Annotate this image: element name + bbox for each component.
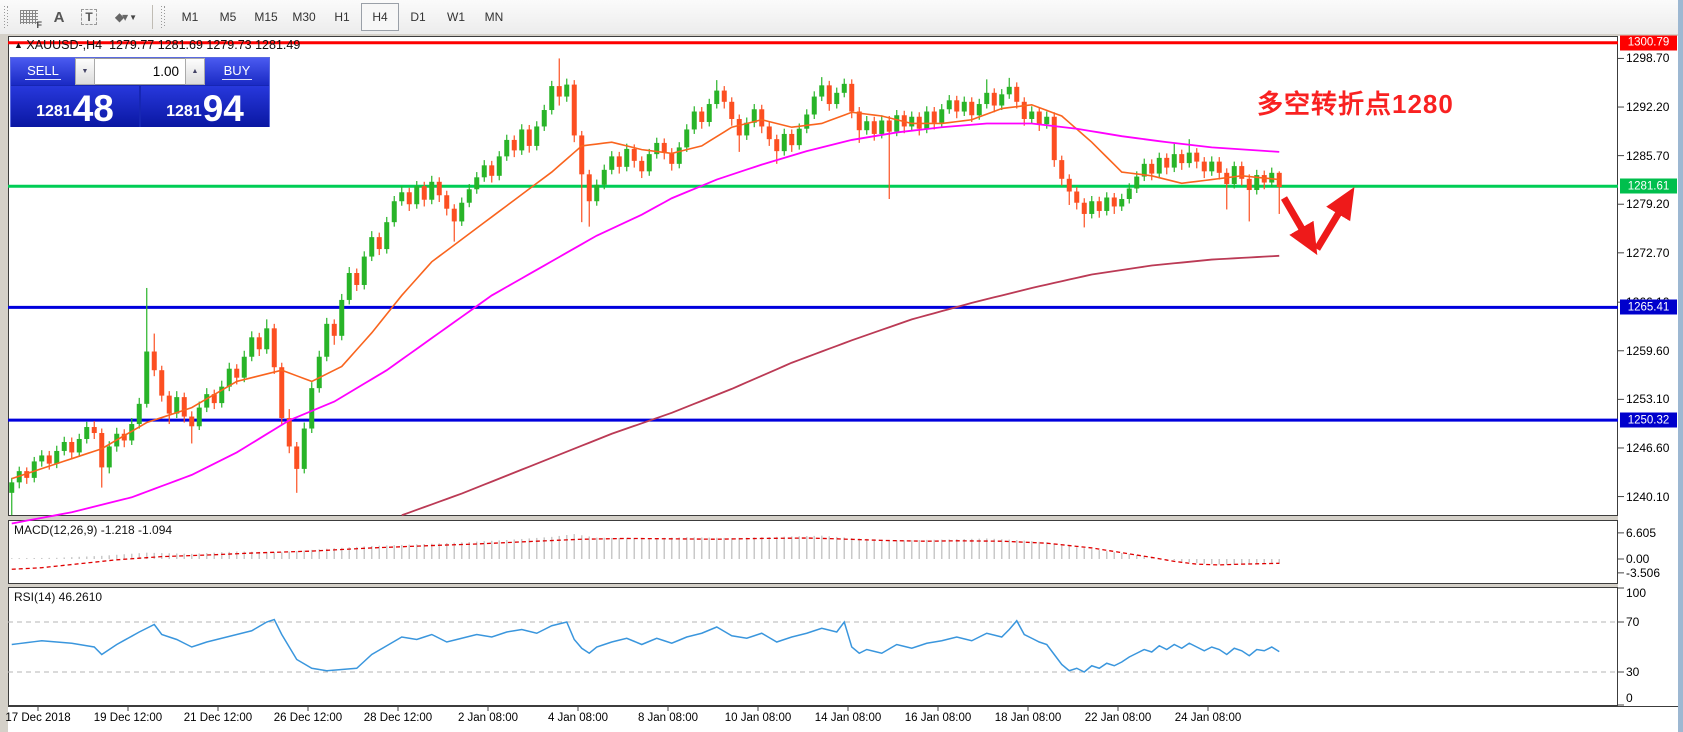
volume-down-button[interactable]: ▼ — [75, 58, 95, 85]
toolbar: F A T ◆▾ ▼ M1 M5 M15 M30 H1 H4 D1 W1 MN — [0, 0, 1683, 35]
time-label: 28 Dec 12:00 — [363, 712, 433, 724]
chart-title: ▲ XAUUSD-,H4 1279.77 1281.69 1279.73 128… — [14, 38, 301, 52]
price-tick-label: ​1285.70 — [1626, 148, 1670, 163]
time-label: 22 Jan 08:00 — [1084, 712, 1152, 724]
price-tick-label: ​1259.60 — [1626, 343, 1670, 358]
buy-button[interactable]: BUY — [205, 58, 269, 85]
price-tick-label: ​1272.70 — [1626, 245, 1670, 260]
tf-button-H1[interactable]: H1 — [334, 10, 350, 24]
text-box-icon[interactable]: T — [74, 4, 104, 30]
price-tick-label: ​1292.20 — [1626, 100, 1670, 115]
rsi-label: RSI(14) 46.2610 — [14, 590, 103, 604]
annotation-text: 多空转折点1280 — [1257, 89, 1454, 119]
time-label: 10 Jan 08:00 — [724, 712, 792, 724]
price-tick-label: ​1246.60 — [1626, 440, 1670, 455]
tf-button-H4[interactable]: H4 — [361, 3, 399, 31]
time-label: 14 Jan 08:00 — [814, 712, 882, 724]
time-axis[interactable] — [8, 706, 1678, 732]
time-label: 16 Jan 08:00 — [904, 712, 972, 724]
toolbar-grip[interactable] — [4, 6, 9, 28]
price-badge: 1265.41 — [1620, 299, 1677, 315]
time-label: 26 Dec 12:00 — [273, 712, 343, 724]
one-click-trading-panel: SELL ▼ ▲ BUY 1281 48 1281 94 — [10, 57, 270, 127]
timeframe-grip[interactable] — [161, 6, 166, 28]
chevron-down-icon: ▼ — [129, 12, 138, 22]
price-tick-label: ​1253.10 — [1626, 392, 1670, 407]
tf-button-M1[interactable]: M1 — [181, 10, 199, 24]
tf-button-D1[interactable]: D1 — [410, 10, 426, 24]
price-tick-label: ​1298.70 — [1626, 51, 1670, 66]
time-label: 4 Jan 08:00 — [547, 712, 609, 724]
rsi-tick-label: 30 — [1626, 665, 1640, 679]
time-label: 17 Dec 2018 — [5, 712, 71, 724]
price-axis[interactable] — [1618, 36, 1678, 706]
time-label: 21 Dec 12:00 — [183, 712, 253, 724]
triangle-icon: ▲ — [14, 40, 23, 50]
time-label: 8 Jan 08:00 — [637, 712, 699, 724]
volume-up-button[interactable]: ▲ — [185, 58, 205, 85]
volume-input[interactable] — [95, 58, 185, 85]
window-edge — [1678, 0, 1683, 732]
rsi-tick-label: 70 — [1626, 615, 1640, 629]
buy-price[interactable]: 1281 94 — [141, 86, 269, 127]
macd-label: MACD(12,26,9) -1.218 -1.094 — [14, 523, 173, 537]
price-tick-label: ​1240.10 — [1626, 489, 1670, 504]
sell-button[interactable]: SELL — [11, 58, 75, 85]
text-label-icon[interactable]: A — [53, 8, 65, 26]
price-badge: 1250.32 — [1620, 412, 1677, 428]
sell-price[interactable]: 1281 48 — [11, 86, 139, 127]
macd-tick-label: 0.00 — [1626, 552, 1650, 566]
tf-button-W1[interactable]: W1 — [447, 10, 465, 24]
rsi-tick-label: 100 — [1626, 586, 1647, 600]
macd-panel[interactable] — [8, 520, 1618, 584]
time-label: 24 Jan 08:00 — [1174, 712, 1242, 724]
rsi-panel[interactable] — [8, 587, 1618, 706]
tf-button-MN[interactable]: MN — [484, 10, 504, 24]
price-badge: 1300.79 — [1620, 35, 1677, 51]
tf-button-M30[interactable]: M30 — [292, 10, 316, 24]
main-chart-panel[interactable] — [8, 36, 1618, 516]
rsi-tick-label: 0 — [1626, 691, 1633, 705]
toolbar-separator — [152, 5, 153, 29]
time-label: 2 Jan 08:00 — [457, 712, 519, 724]
time-label: 18 Jan 08:00 — [994, 712, 1062, 724]
tf-button-M5[interactable]: M5 — [219, 10, 237, 24]
price-badge: 1281.61 — [1620, 178, 1677, 194]
tf-button-M15[interactable]: M15 — [254, 10, 278, 24]
time-label: 19 Dec 12:00 — [93, 712, 163, 724]
shapes-dropdown-icon[interactable]: ◆▾ ▼ — [114, 10, 138, 24]
price-tick-label: ​1279.20 — [1626, 197, 1670, 212]
macd-tick-label: -3.506 — [1626, 565, 1661, 580]
timeframe-group: M1 M5 M15 M30 H1 H4 D1 W1 MN — [171, 3, 513, 31]
indicator-grid-f-icon[interactable]: F — [14, 4, 44, 30]
macd-tick-label: 6.605 — [1626, 525, 1657, 540]
